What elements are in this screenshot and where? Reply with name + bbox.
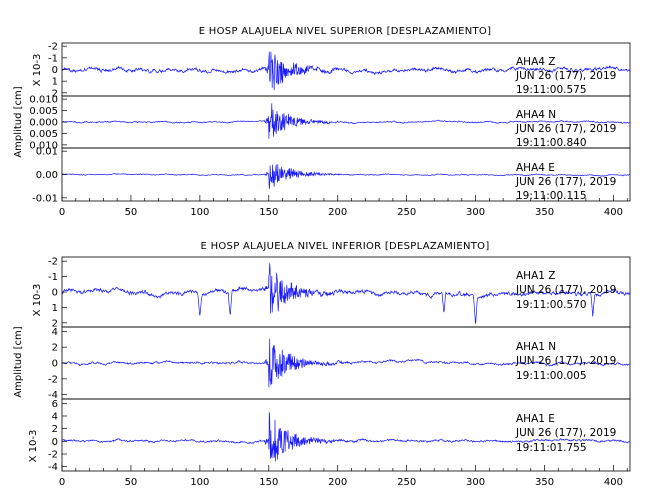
x-tick-label: 350	[535, 477, 554, 488]
chart-upper-level: E HOSP ALAJUELA NIVEL SUPERIOR [DESPLAZA…	[13, 26, 631, 218]
chart-title-upper: E HOSP ALAJUELA NIVEL SUPERIOR [DESPLAZA…	[199, 26, 492, 37]
y-tick-label: 2	[52, 318, 58, 329]
x-tick-label: 250	[397, 207, 416, 218]
x-tick-label: 50	[125, 207, 138, 218]
y-tick-label: 1	[52, 77, 58, 88]
y-tick-label: 0.000	[29, 118, 58, 129]
waveform-aha1-e	[61, 412, 631, 462]
x-tick-label: 200	[328, 477, 347, 488]
y-tick-label: -4	[48, 462, 58, 473]
x-axis-upper: 0 50 100 150 200 250 300 350 400	[59, 195, 628, 218]
chart-lower-level: E HOSP ALAJUELA NIVEL INFERIOR [DESPLAZA…	[13, 241, 631, 488]
x-tick-label: 250	[397, 477, 416, 488]
waveform-aha4-n	[61, 103, 631, 139]
panel-aha4-e: 0.010.00-0.01 AHA4 E JUN 26 (177), 2019 …	[32, 147, 631, 204]
y-tick-label: 4	[52, 327, 58, 338]
date-label: JUN 26 (177), 2019	[515, 355, 616, 367]
y-tick-label: 6	[52, 399, 58, 410]
y-tick-label: 0.005	[29, 129, 58, 140]
date-label: JUN 26 (177), 2019	[515, 123, 616, 135]
y-tick-label: 0.00	[36, 170, 58, 181]
station-label: AHA4 N	[516, 109, 556, 121]
panel-aha1-z: -2 -1 0 1 2 X 10-3 AHA1 Z JUN 26 (177), 2019…	[32, 256, 631, 329]
y-exponent-label: X 10-3	[28, 430, 39, 463]
x-tick-label: 400	[604, 207, 623, 218]
date-label: JUN 26 (177), 2019	[515, 427, 616, 439]
y-tick-label: -2	[48, 450, 58, 461]
y-tick-label: -0.01	[32, 193, 58, 204]
date-label: JUN 26 (177), 2019	[515, 176, 616, 188]
y-ticks: 0.01 0.00 -0.01	[32, 147, 67, 204]
y-ticks: 4 2 0 -2 -4	[48, 327, 67, 401]
station-label: AHA1 N	[516, 341, 556, 353]
y-tick-label: 0	[52, 359, 58, 370]
y-exponent-label: X 10-3	[32, 54, 43, 87]
y-tick-label: 0.01	[36, 147, 58, 158]
y-tick-label: 0	[52, 288, 58, 299]
x-axis-lower: 0 50 100 150 200 250 300 350 400	[59, 465, 628, 488]
time-label: 19:11:01.755	[516, 442, 587, 454]
date-label: JUN 26 (177), 2019	[515, 70, 616, 82]
time-label: 19:11:00.005	[516, 370, 587, 382]
y-tick-label: 1	[52, 303, 58, 314]
x-tick-label: 100	[190, 207, 209, 218]
x-tick-label: 50	[125, 477, 138, 488]
chart-title-lower: E HOSP ALAJUELA NIVEL INFERIOR [DESPLAZA…	[200, 241, 489, 252]
y-tick-label: 2	[52, 88, 58, 99]
x-tick-label: 150	[259, 477, 278, 488]
y-ticks: 64 2 0 -2-4	[48, 399, 67, 473]
y-tick-label: -4	[48, 390, 58, 401]
y-tick-label: -2	[48, 374, 58, 385]
y-ticks: -2 -1 0 1 2	[48, 257, 67, 329]
y-exponent-label: X 10-3	[32, 284, 43, 317]
waveform-aha1-z	[61, 263, 631, 325]
y-tick-label: 0	[52, 65, 58, 76]
date-label: JUN 26 (177), 2019	[515, 284, 616, 296]
x-tick-label: 150	[259, 207, 278, 218]
x-tick-label: 200	[328, 207, 347, 218]
x-tick-label: 400	[604, 477, 623, 488]
x-tick-label: 100	[190, 477, 209, 488]
waveform-aha4-e	[61, 164, 631, 189]
waveform-aha4-z	[61, 51, 631, 91]
y-tick-label: 0.010	[29, 140, 58, 151]
x-tick-label: 0	[59, 207, 65, 218]
x-tick-label: 300	[466, 477, 485, 488]
y-tick-label: 2	[52, 343, 58, 354]
time-label: 19:11:00.115	[516, 190, 587, 202]
time-label: 19:11:00.575	[516, 84, 587, 96]
y-tick-label: -1	[48, 272, 58, 283]
ylabel-upper: Amplitud [cm]	[13, 86, 24, 157]
time-label: 19:11:00.570	[516, 299, 587, 311]
time-label: 19:11:00.840	[516, 137, 587, 149]
waveform-aha1-n	[61, 338, 631, 388]
y-tick-label: -1	[48, 53, 58, 64]
station-label: AHA4 E	[516, 162, 555, 174]
y-tick-label: 4	[52, 411, 58, 422]
panel-aha1-e: 64 2 0 -2-4 X 10-3 AHA1 E JUN 26 (177), 201…	[28, 398, 631, 473]
station-label: AHA1 Z	[516, 270, 555, 282]
y-tick-label: 2	[52, 424, 58, 435]
x-tick-label: 0	[59, 477, 65, 488]
panel-frame	[61, 398, 631, 472]
y-tick-label: -2	[48, 42, 58, 53]
station-label: AHA4 Z	[516, 56, 555, 68]
station-label: AHA1 E	[516, 413, 555, 425]
y-tick-label: -2	[48, 257, 58, 268]
y-tick-label: 0.005	[29, 106, 58, 117]
y-tick-label: 0.010	[29, 95, 58, 106]
ylabel-lower: Amplitud [cm]	[13, 326, 24, 397]
x-tick-label: 300	[466, 207, 485, 218]
x-tick-label: 350	[535, 207, 554, 218]
panel-aha1-n: 4 2 0 -2 -4 AHA1 N JUN 26 (177), 2019 19:11:…	[48, 326, 631, 401]
y-tick-label: 0	[52, 437, 58, 448]
